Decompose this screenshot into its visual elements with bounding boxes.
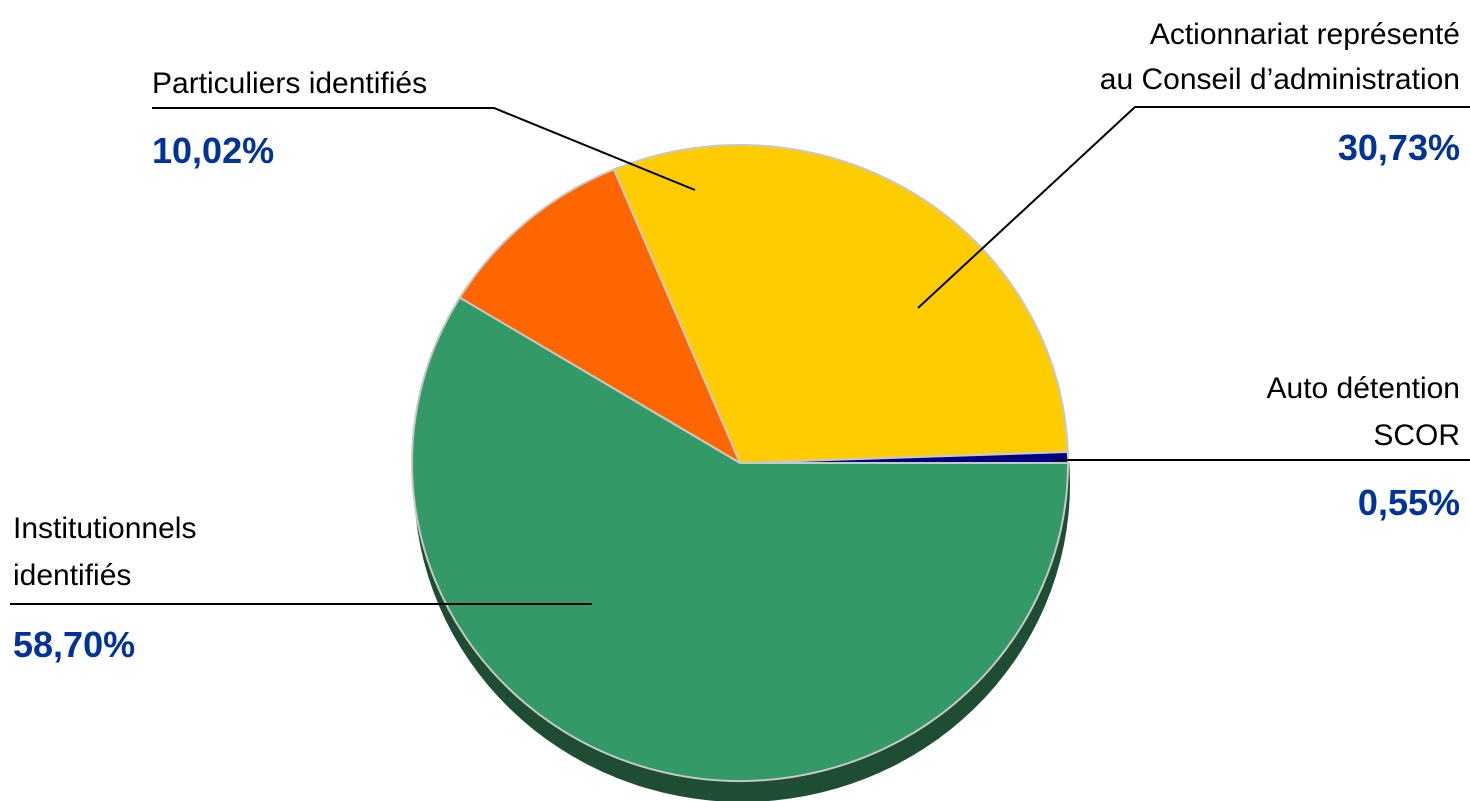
leader-line-actionnariat bbox=[917, 106, 1470, 309]
pie-slice-particuliers bbox=[458, 168, 743, 466]
slice-label-auto-detention-line1: Auto détention bbox=[1267, 372, 1461, 405]
slice-value-auto-detention: 0,55% bbox=[1358, 482, 1460, 523]
slice-label-actionnariat-line2: au Conseil d’administration bbox=[1100, 63, 1460, 96]
leader-line-particuliers bbox=[152, 107, 696, 191]
pie-slice-institutionnels bbox=[411, 296, 1070, 782]
slice-value-actionnariat: 30,73% bbox=[1338, 127, 1460, 168]
slice-value-institutionnels: 58,70% bbox=[13, 624, 135, 665]
pie-slices bbox=[411, 144, 1070, 782]
pie-slice-auto-detention bbox=[739, 450, 1070, 464]
slice-label-particuliers: Particuliers identifiés bbox=[152, 67, 427, 100]
slice-label-actionnariat-line1: Actionnariat représenté bbox=[1150, 18, 1460, 51]
pie-slice-actionnariat bbox=[612, 144, 1069, 465]
label-group-auto-detention: Auto détention SCOR 0,55% bbox=[1055, 372, 1470, 523]
slice-label-institutionnels-line2: identifiés bbox=[13, 559, 131, 592]
slice-label-institutionnels-line1: Institutionnels bbox=[13, 512, 196, 545]
slice-label-auto-detention-line2: SCOR bbox=[1373, 419, 1460, 452]
label-group-institutionnels: Institutionnels identifiés 58,70% bbox=[10, 512, 592, 665]
label-group-actionnariat: Actionnariat représenté au Conseil d’adm… bbox=[917, 18, 1470, 309]
label-group-particuliers: Particuliers identifiés 10,02% bbox=[152, 67, 696, 191]
slice-value-particuliers: 10,02% bbox=[152, 130, 274, 171]
